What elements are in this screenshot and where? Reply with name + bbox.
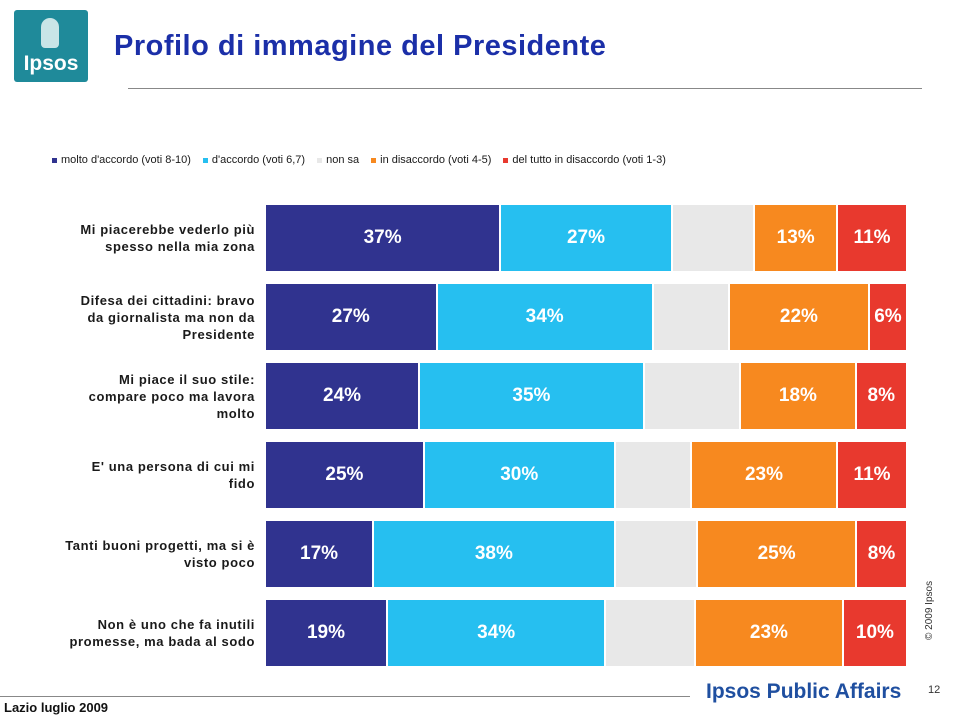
data-label: 17%	[300, 543, 339, 564]
data-label: 6%	[874, 306, 902, 327]
bar-segment	[388, 600, 605, 666]
legend-item: molto d'accordo (voti 8-10)	[52, 154, 191, 166]
data-label: 23%	[749, 622, 788, 643]
bar-segment	[856, 363, 906, 429]
data-label: 34%	[477, 622, 516, 643]
legend-swatch	[317, 157, 323, 163]
data-label: 35%	[512, 385, 551, 406]
category-label: Mi piacerebbe vederlo più spesso nella mi…	[80, 222, 255, 254]
data-label: 38%	[474, 543, 513, 564]
logo-figure-icon	[41, 18, 59, 48]
ipsos-logo: Ipsos	[14, 10, 88, 82]
bar-segment	[266, 442, 423, 508]
legend-label: d'accordo (voti 6,7)	[211, 154, 306, 166]
bar-segment	[424, 442, 614, 508]
page-number: 12	[928, 684, 941, 696]
category-label: E' una persona di cui mi fido	[91, 459, 255, 491]
bar-segment	[857, 521, 906, 587]
data-label: 11%	[853, 227, 891, 248]
bar-segment	[266, 600, 386, 666]
chart-legend: molto d'accordo (voti 8-10) d'accordo (vo…	[52, 151, 678, 169]
data-label: 27%	[566, 227, 605, 248]
bar-segment	[843, 600, 906, 666]
legend-label: non sa	[326, 154, 360, 166]
logo-text: Ipsos	[23, 52, 79, 75]
bar-segment	[374, 521, 614, 587]
bar-segment	[606, 600, 695, 666]
title-divider	[128, 88, 922, 89]
bar-segment	[755, 205, 836, 271]
bar-row: 17% 38% 25% 8%	[266, 521, 908, 587]
category-label: Mi piace il suo stile: compare poco ma la…	[88, 371, 255, 421]
bar-row: 27% 34% 22% 6%	[266, 284, 908, 350]
bar-segment	[838, 442, 906, 508]
bar-segment	[615, 442, 690, 508]
data-label: 8%	[867, 543, 896, 564]
bar-segment	[420, 363, 643, 429]
data-label: 22%	[779, 306, 818, 327]
legend-label: del tutto in disaccordo (voti 1-3)	[512, 154, 666, 166]
legend-swatch	[371, 157, 377, 163]
bar-row: 37% 27% 13% 11%	[266, 205, 908, 271]
legend-swatch	[52, 157, 57, 163]
bar-segment	[266, 363, 419, 429]
bar-segment	[691, 442, 837, 508]
bar-segment	[698, 521, 856, 587]
data-label: 30%	[500, 464, 539, 485]
bar-row: 19% 34% 23% 10%	[266, 600, 908, 666]
data-label: 24%	[323, 385, 362, 406]
bar-row: 24% 35% 18% 8%	[266, 363, 908, 429]
bar-segment	[741, 363, 855, 429]
data-label: 25%	[757, 543, 796, 564]
bar-segment	[869, 284, 906, 350]
data-label: 23%	[744, 464, 783, 485]
bar-segment	[437, 284, 652, 350]
bar-segment	[266, 205, 500, 271]
footer-survey-label: Lazio luglio 2009	[4, 700, 109, 715]
category-label: Tanti buoni progetti, ma si è visto poco	[65, 538, 255, 570]
bar-segment	[672, 205, 754, 271]
legend-swatch	[503, 157, 509, 163]
data-label: 10%	[855, 622, 894, 643]
bar-segment	[696, 600, 842, 666]
data-label: 18%	[778, 385, 817, 406]
data-label: 8%	[867, 385, 896, 406]
legend-swatch	[202, 157, 208, 163]
category-label: Difesa dei cittadini: bravo da giornalist…	[80, 292, 255, 342]
page-title: Profilo di immagine del Presidente	[114, 30, 607, 62]
legend-label: in disaccordo (voti 4-5)	[380, 154, 492, 166]
legend-item: del tutto in disaccordo (voti 1-3)	[503, 154, 666, 166]
bar-segment	[266, 284, 436, 350]
footer-brand: Ipsos Public Affairs	[706, 680, 902, 703]
data-label: 11%	[853, 464, 891, 485]
category-label: Non è uno che fa inutili promesse, ma bad…	[69, 617, 255, 649]
data-label: 13%	[776, 227, 815, 248]
bar-segment	[644, 363, 740, 429]
bar-segment	[730, 284, 868, 350]
data-label: 34%	[525, 306, 564, 327]
footer-divider	[0, 696, 690, 697]
legend-item: in disaccordo (voti 4-5)	[371, 154, 491, 166]
data-label: 37%	[363, 227, 402, 248]
bar-segment	[266, 521, 373, 587]
legend-item: d'accordo (voti 6,7)	[202, 154, 306, 166]
bar-row: 25% 30% 23% 11%	[266, 442, 908, 508]
legend-label: molto d'accordo (voti 8-10)	[61, 154, 191, 166]
data-label: 25%	[325, 464, 364, 485]
bar-segment	[653, 284, 728, 350]
data-label: 19%	[306, 622, 346, 643]
bar-segment	[615, 521, 697, 587]
legend-item: non sa	[317, 154, 359, 166]
bar-segment	[838, 205, 906, 271]
data-label: 27%	[331, 306, 370, 327]
copyright-text: © 2009 Ipsos	[924, 580, 935, 640]
bar-segment	[501, 205, 671, 271]
